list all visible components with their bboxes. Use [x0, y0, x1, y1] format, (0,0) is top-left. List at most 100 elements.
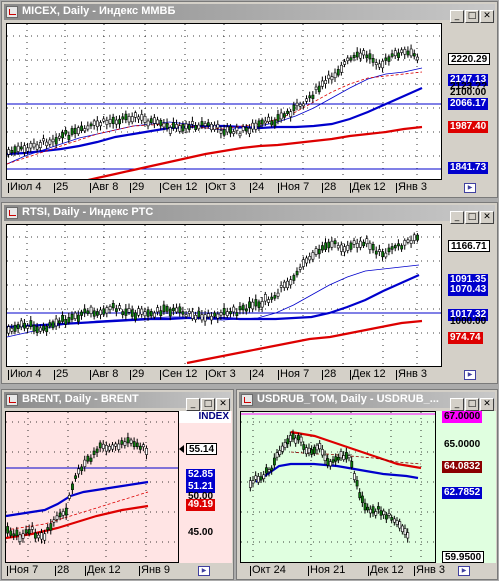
- rtsi-candle: [235, 312, 239, 316]
- time-axis-tick: [206, 183, 207, 193]
- maximize-button[interactable]: □: [465, 211, 479, 224]
- time-axis-label: Сен 12: [162, 368, 198, 380]
- brent-candle: [101, 443, 105, 449]
- micex-plot-area[interactable]: [6, 23, 442, 180]
- rtsi-candle: [111, 303, 115, 309]
- rtsi-scroll-end-icon[interactable]: ▶: [464, 370, 476, 380]
- rtsi-candle: [340, 244, 343, 252]
- rtsi-candle: [289, 279, 293, 286]
- time-axis-label: Дек 12: [370, 564, 404, 576]
- time-axis-label: Янв 3: [398, 181, 428, 193]
- rtsi-candle: [16, 324, 20, 329]
- micex-candle: [51, 138, 55, 143]
- minimize-button[interactable]: _: [450, 398, 464, 411]
- micex-candle: [108, 118, 112, 124]
- minimize-button[interactable]: _: [186, 398, 200, 411]
- usdrub-candle: [406, 532, 410, 539]
- time-axis-label: 24: [252, 368, 265, 380]
- brent-plot-area[interactable]: [5, 411, 179, 563]
- micex-candle: [54, 137, 58, 145]
- maximize-button[interactable]: □: [465, 10, 479, 23]
- minimize-button[interactable]: _: [450, 211, 464, 224]
- rtsi-price-axis: 1166.71 1091.35 1070.43 1017.32 1000.00 974.7…: [442, 224, 497, 367]
- brent-candle: [71, 483, 74, 491]
- usdrub-candle: [358, 492, 362, 499]
- rtsi-candle: [225, 311, 229, 316]
- rtsi-candle: [181, 311, 185, 315]
- micex-candle: [365, 54, 369, 59]
- time-axis-label: Ноя 7: [280, 181, 310, 193]
- time-axis-tick: [8, 183, 9, 193]
- usdrub-candle: [379, 510, 383, 516]
- rtsi-candle: [260, 301, 264, 308]
- usdrub-plot-area[interactable]: [240, 411, 436, 563]
- micex-candle: [172, 122, 175, 129]
- usdrub-candle: [305, 447, 308, 455]
- brent-candle: [43, 533, 47, 541]
- rtsi-candle: [273, 295, 277, 299]
- rtsi-candle: [210, 315, 213, 321]
- rtsi-title-bar[interactable]: RTSI, Daily - Индекс РТС _ □ ✕: [4, 205, 495, 224]
- rtsi-candle: [178, 306, 182, 314]
- micex-candle: [61, 132, 64, 139]
- rtsi-candle: [305, 257, 308, 264]
- brent-candle: [61, 511, 65, 516]
- brent-candle: [40, 532, 44, 540]
- usdrub-title-bar[interactable]: USDRUB_TOM, Daily - USDRUB_... _ □ ✕: [239, 392, 495, 411]
- micex-candle: [130, 116, 134, 123]
- usdrub-candle: [339, 451, 343, 459]
- micex-scroll-end-icon[interactable]: ▶: [464, 183, 476, 193]
- rtsi-candle: [279, 285, 283, 288]
- micex-candle: [219, 130, 223, 134]
- usdrub-candle: [307, 447, 311, 454]
- rtsi-candle: [172, 307, 175, 312]
- rtsi-candle: [248, 301, 251, 309]
- micex-candle: [241, 126, 245, 131]
- maximize-button[interactable]: □: [465, 398, 479, 411]
- time-axis-tick: [350, 183, 351, 193]
- micex-title-bar[interactable]: MICEX, Daily - Индекс ММВБ _ □ ✕: [4, 4, 495, 23]
- close-button[interactable]: ✕: [480, 398, 494, 411]
- brent-candle: [9, 530, 13, 536]
- time-axis-tick: [206, 370, 207, 380]
- chart-window-icon: [6, 6, 18, 18]
- minimize-button[interactable]: _: [450, 10, 464, 23]
- chart-window-icon: [6, 394, 18, 406]
- micex-candle: [115, 119, 118, 125]
- rtsi-candle: [10, 328, 14, 332]
- brent-scroll-end-icon[interactable]: ▶: [198, 566, 210, 576]
- rtsi-candle: [7, 326, 11, 334]
- rtsi-candle: [276, 292, 280, 297]
- rtsi-candle: [381, 251, 385, 258]
- time-axis-tick: [322, 370, 323, 380]
- time-axis-tick: [54, 370, 55, 380]
- rtsi-candle: [384, 252, 388, 258]
- time-axis-tick: [278, 370, 279, 380]
- close-button[interactable]: ✕: [216, 398, 230, 411]
- micex-candle: [270, 120, 274, 126]
- rtsi-plot-area[interactable]: [6, 224, 442, 367]
- micex-candle: [16, 145, 20, 152]
- rtsi-candle: [162, 304, 166, 313]
- brent-title-bar[interactable]: BRENT, Daily - BRENT _ □ ✕: [4, 392, 231, 411]
- price-label-red: 974.74: [448, 332, 483, 344]
- usdrub-candle: [283, 442, 287, 448]
- brent-candle: [18, 534, 22, 542]
- usdrub-candle: [361, 495, 364, 503]
- close-button[interactable]: ✕: [480, 211, 494, 224]
- rtsi-candle: [327, 241, 331, 249]
- time-axis-label: Дек 12: [87, 564, 121, 576]
- micex-candle: [143, 115, 147, 123]
- close-button[interactable]: ✕: [480, 10, 494, 23]
- time-axis-tick: [160, 370, 161, 380]
- micex-candle: [67, 134, 71, 140]
- usdrub-ma-fast-line: [255, 462, 419, 483]
- time-axis-label: Окт 3: [208, 368, 236, 380]
- usdrub-candle: [313, 446, 316, 454]
- usdrub-candle: [382, 510, 386, 515]
- usdrub-scroll-end-icon[interactable]: ▶: [458, 566, 470, 576]
- maximize-button[interactable]: □: [201, 398, 215, 411]
- price-label-red: 1987.40: [448, 121, 489, 133]
- rtsi-candle: [302, 259, 305, 267]
- micex-candle: [267, 116, 270, 122]
